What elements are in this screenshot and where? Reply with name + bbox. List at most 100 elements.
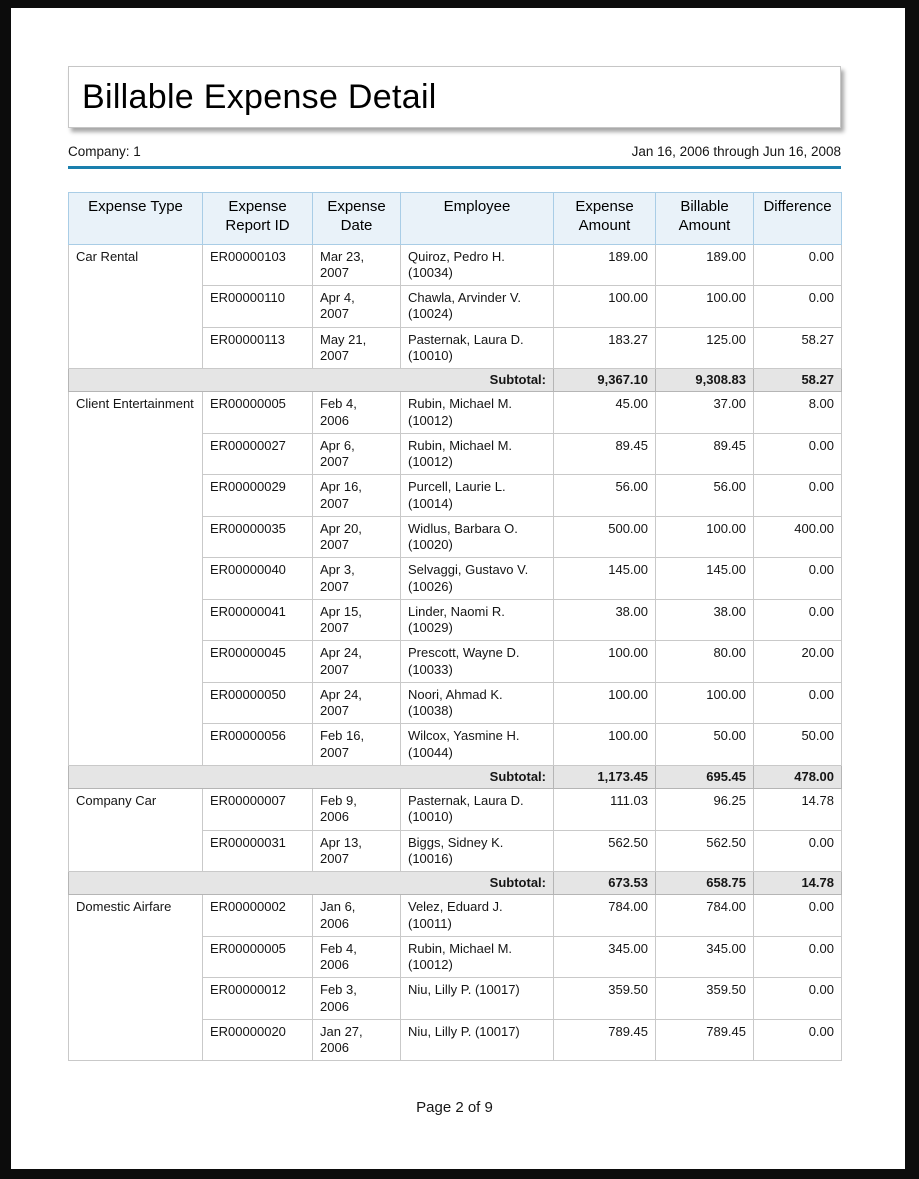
report-id-cell: ER00000020 (202, 1018, 313, 1062)
report-meta-row: Company: 1 Jan 16, 2006 through Jun 16, … (68, 144, 841, 169)
subtotal-expense-amount: 9,367.10 (553, 367, 656, 393)
expense-amount-cell: 89.45 (553, 432, 656, 476)
billable-amount-cell: 100.00 (655, 681, 754, 725)
expense-date-cell: Mar 23, 2007 (312, 243, 401, 286)
header-row: Expense Type Expense Report ID Expense D… (68, 192, 842, 245)
employee-cell: Rubin, Michael M. (10012) (400, 935, 554, 979)
report-id-cell: ER00000045 (202, 640, 313, 683)
expense-date-cell: Jan 27, 2006 (312, 1018, 401, 1062)
billable-amount-cell: 562.50 (655, 829, 754, 872)
employee-cell: Quiroz, Pedro H. (10034) (400, 243, 554, 286)
difference-cell: 0.00 (753, 1018, 842, 1062)
subtotal-difference: 14.78 (753, 870, 842, 896)
billable-amount-cell: 89.45 (655, 432, 754, 476)
expense-date-cell: Apr 16, 2007 (312, 474, 401, 517)
difference-cell: 0.00 (753, 681, 842, 725)
billable-amount-cell: 56.00 (655, 474, 754, 517)
report-id-cell: ER00000027 (202, 432, 313, 476)
report-id-cell: ER00000035 (202, 515, 313, 559)
expense-row: ER00000113 May 21, 2007 Pasternak, Laura D… (69, 326, 842, 369)
employee-cell: Selvaggi, Gustavo V. (10026) (400, 557, 554, 600)
subtotal-billable-amount: 9,308.83 (655, 367, 754, 393)
subtotal-label: Subtotal: (68, 367, 554, 393)
expense-row: ER00000056 Feb 16, 2007 Wilcox, Yasmine H.… (69, 723, 842, 766)
expense-row: ER00000035 Apr 20, 2007 Widlus, Barbara O.… (69, 515, 842, 559)
employee-cell: Widlus, Barbara O. (10020) (400, 515, 554, 559)
subtotal-label: Subtotal: (68, 764, 554, 790)
subtotal-row: Subtotal: 1,173.45 695.45 478.00 (68, 764, 842, 790)
page-number: Page 2 of 9 (416, 1099, 493, 1117)
col-header-expense-amount: Expense Amount (553, 192, 656, 245)
col-header-expense-report-id: Expense Report ID (202, 192, 313, 245)
expense-date-cell: Apr 24, 2007 (312, 681, 401, 725)
difference-cell: 0.00 (753, 935, 842, 979)
subtotal-row: Subtotal: 673.53 658.75 14.78 (68, 870, 842, 896)
difference-cell: 0.00 (753, 285, 842, 328)
employee-cell: Linder, Naomi R. (10029) (400, 598, 554, 642)
expense-amount-cell: 145.00 (553, 557, 656, 600)
employee-cell: Pasternak, Laura D. (10010) (400, 788, 554, 831)
expense-date-cell: Jan 6, 2006 (312, 894, 401, 937)
expense-amount-cell: 100.00 (553, 723, 656, 766)
employee-cell: Noori, Ahmad K. (10038) (400, 681, 554, 725)
subtotal-billable-amount: 695.45 (655, 764, 754, 790)
expense-date-cell: Apr 24, 2007 (312, 640, 401, 683)
employee-cell: Velez, Eduard J. (10011) (400, 894, 554, 937)
report-id-cell: ER00000002 (202, 894, 313, 937)
expense-row: Car Rental ER00000103 Mar 23, 2007 Quiroz, … (68, 243, 842, 369)
report-id-cell: ER00000110 (202, 285, 313, 328)
employee-cell: Biggs, Sidney K. (10016) (400, 829, 554, 872)
report-id-cell: ER00000031 (202, 829, 313, 872)
expense-date-cell: May 21, 2007 (312, 326, 401, 369)
difference-cell: 0.00 (753, 598, 842, 642)
expense-table: Expense Type Expense Report ID Expense D… (68, 192, 842, 1062)
billable-amount-cell: 125.00 (655, 326, 754, 369)
report-id-cell: ER00000005 (202, 935, 313, 979)
expense-row: ER00000012 Feb 3, 2006 Niu, Lilly P. (1001… (69, 977, 842, 1020)
expense-date-cell: Feb 4, 2006 (312, 391, 401, 434)
employee-cell: Prescott, Wayne D. (10033) (400, 640, 554, 683)
expense-date-cell: Apr 6, 2007 (312, 432, 401, 476)
difference-cell: 0.00 (753, 432, 842, 476)
subtotal-expense-amount: 673.53 (553, 870, 656, 896)
billable-amount-cell: 50.00 (655, 723, 754, 766)
company-label: Company: 1 (68, 144, 141, 159)
expense-row: ER00000027 Apr 6, 2007 Rubin, Michael M. (… (69, 432, 842, 476)
expense-date-cell: Feb 3, 2006 (312, 977, 401, 1020)
employee-cell: Niu, Lilly P. (10017) (400, 1018, 554, 1062)
expense-row: Domestic Airfare ER00000002 Jan 6, 2006 Vel… (68, 894, 842, 1062)
difference-cell: 8.00 (753, 391, 842, 434)
difference-cell: 0.00 (753, 557, 842, 600)
billable-amount-cell: 345.00 (655, 935, 754, 979)
page-title: Billable Expense Detail (82, 77, 437, 116)
billable-amount-cell: 784.00 (655, 894, 754, 937)
subtotal-row: Subtotal: 9,367.10 9,308.83 58.27 (68, 367, 842, 393)
expense-amount-cell: 189.00 (553, 243, 656, 286)
expense-row: ER00000041 Apr 15, 2007 Linder, Naomi R. (… (69, 598, 842, 642)
expense-row: ER00000031 Apr 13, 2007 Biggs, Sidney K. (… (69, 829, 842, 872)
expense-date-cell: Feb 4, 2006 (312, 935, 401, 979)
billable-amount-cell: 100.00 (655, 515, 754, 559)
expense-type-cell: Company Car (68, 788, 203, 872)
report-id-cell: ER00000041 (202, 598, 313, 642)
expense-amount-cell: 789.45 (553, 1018, 656, 1062)
col-header-employee: Employee (400, 192, 554, 245)
expense-amount-cell: 562.50 (553, 829, 656, 872)
expense-row: Company Car ER00000007 Feb 9, 2006 Pasterna… (68, 788, 842, 872)
expense-amount-cell: 784.00 (553, 894, 656, 937)
report-id-cell: ER00000103 (202, 243, 313, 286)
difference-cell: 0.00 (753, 243, 842, 286)
billable-amount-cell: 37.00 (655, 391, 754, 434)
expense-date-cell: Apr 3, 2007 (312, 557, 401, 600)
billable-amount-cell: 38.00 (655, 598, 754, 642)
report-id-cell: ER00000050 (202, 681, 313, 725)
expense-table-header: Expense Type Expense Report ID Expense D… (68, 192, 842, 245)
billable-amount-cell: 189.00 (655, 243, 754, 286)
employee-cell: Rubin, Michael M. (10012) (400, 391, 554, 434)
expense-amount-cell: 38.00 (553, 598, 656, 642)
expense-row: ER00000045 Apr 24, 2007 Prescott, Wayne D.… (69, 640, 842, 683)
report-id-cell: ER00000056 (202, 723, 313, 766)
difference-cell: 0.00 (753, 829, 842, 872)
employee-cell: Purcell, Laurie L. (10014) (400, 474, 554, 517)
expense-amount-cell: 100.00 (553, 681, 656, 725)
